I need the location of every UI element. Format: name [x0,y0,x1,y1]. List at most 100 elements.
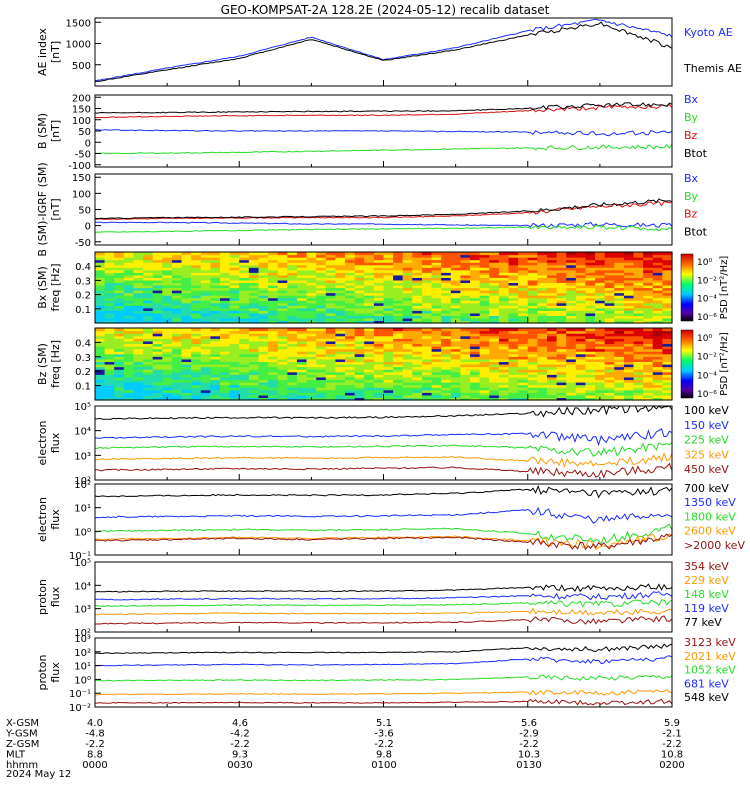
spectrogram-cell [335,307,346,311]
spectrogram-cell [643,277,654,281]
spectrogram-cell [402,282,413,286]
spectrogram-cell [421,264,433,268]
spectrogram-cell [133,379,144,383]
spectrogram-cell [229,257,240,261]
spectrogram-cell [393,279,404,284]
spectrogram-cell [498,300,510,304]
spectrogram-cell [518,364,529,368]
spectrogram-cell [393,335,404,339]
spectrogram-cell [210,366,221,370]
spectrogram-cell [162,330,173,334]
spectrogram-cell [210,353,221,357]
spectrogram-cell [479,264,490,268]
spectrogram-cell [104,317,115,322]
y-axis-label: [nT] [49,120,62,142]
spectrogram-cell [431,274,442,278]
spectrogram-cell [191,267,202,271]
spectrogram-cell [239,353,250,357]
spectrogram-cell [152,387,163,391]
spectrogram-cell [239,320,250,324]
spectrogram-cell [508,279,519,284]
spectrogram-cell [287,315,298,319]
spectrogram-cell [402,338,413,342]
spectrogram-cell [220,307,231,311]
spectrogram-cell [162,379,173,383]
spectrogram-cell [489,282,500,286]
spectrogram-cell [210,305,221,309]
spectrogram-cell [345,384,356,388]
spectrogram-cell [652,353,663,357]
spectrogram-cell [527,340,538,345]
spectrogram-cell [152,330,163,334]
spectrogram-cell [123,274,135,278]
spectrogram-cell [373,382,385,386]
spectrogram-cell [546,353,558,357]
spectrogram-cell [441,302,452,306]
spectrogram-cell [277,284,288,289]
spectrogram-cell [354,320,365,324]
spectrogram-cell [354,384,365,388]
spectrogram-cell [441,346,452,350]
spectrogram-cell [527,369,538,373]
spectrogram-cell [441,364,452,368]
spectrogram-cell [268,317,279,322]
spectrogram-cell [258,333,269,337]
spectrogram-cell [345,343,356,347]
spectrogram-cell [364,371,375,375]
spectrogram-cell [296,252,308,256]
y-tick-label: 0.1 [75,305,91,316]
spectrogram-cell [171,343,183,347]
spectrogram-cell [421,351,433,355]
spectrogram-cell [566,376,577,381]
legend-label: Bx [684,93,699,106]
spectrogram-cell [296,310,308,314]
spectrogram-cell [623,366,635,370]
spectrogram-cell [431,254,442,258]
spectrogram-cell [441,320,452,324]
spectrogram-cell [248,295,260,299]
spectrogram-cell [595,379,606,383]
spectrogram-cell [316,335,327,339]
spectrogram-cell [287,295,298,299]
spectrogram-cell [373,397,385,401]
spectrogram-cell [200,290,211,294]
spectrogram-cell [200,302,211,306]
spectrogram-cell [123,279,135,284]
spectrogram-cell [421,328,433,332]
spectrogram-cell [585,364,596,368]
spectrogram-cell [498,312,510,316]
spectrogram-cell [460,257,471,261]
spectrogram-cell [354,305,365,309]
spectrogram-cell [518,346,529,350]
spectrogram-cell [652,300,663,304]
spectrogram-cell [133,252,144,256]
spectrogram-cell [441,287,452,291]
spectrogram-cell [143,282,154,286]
spectrogram-cell [585,269,596,273]
spectrogram-cell [162,295,173,299]
spectrogram-cell [296,300,308,304]
spectrogram-cell [287,358,298,363]
spectrogram-cell [431,290,442,294]
spectrogram-cell [614,335,625,339]
spectrogram-cell [633,300,644,304]
spectrogram-cell [104,376,115,381]
spectrogram-cell [229,343,240,347]
spectrogram-cell [220,384,231,388]
spectrogram-cell [537,335,548,339]
spectrogram-cell [210,338,221,342]
y-tick-label: 10³ [74,634,91,645]
spectrogram-cell [325,269,337,273]
spectrogram-cell [239,287,250,291]
spectrogram-cell [268,335,279,339]
spectrogram-cell [258,297,269,301]
spectrogram-cell [287,379,298,383]
spectrogram-cell [306,252,317,256]
spectrogram-cell [383,397,394,401]
spectrogram-cell [566,287,577,291]
spectrogram-cell [162,292,173,296]
spectrogram-cell [171,267,183,271]
spectrogram-cell [248,392,260,396]
series-line-btot [94,102,673,114]
spectrogram-cell [537,317,548,322]
